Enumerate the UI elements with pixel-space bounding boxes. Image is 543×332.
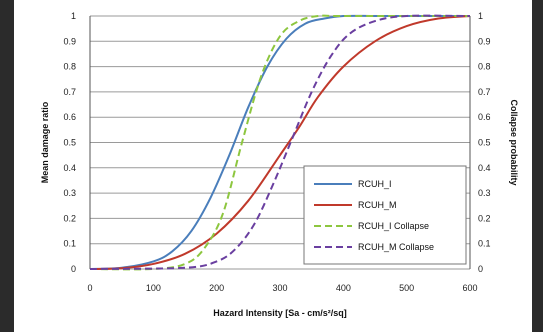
legend-label-3: RCUH_M Collapse [358,242,434,252]
legend: RCUH_I RCUH_M RCUH_I Collapse RCUH_M Collap… [303,165,467,265]
chart: 0 0.1 0.2 0.3 0.4 0.5 0.6 0.7 0.8 0.9 1 0 0.1 0.2 0.3… [40,11,519,318]
y-tick-left-5: 0.5 [63,138,76,148]
y-axis-left: 0 0.1 0.2 0.3 0.4 0.5 0.6 0.7 0.8 0.9 1 [63,11,76,274]
y-tick-right-10: 1 [478,11,483,21]
series-layer [89,14,471,271]
y-tick-right-1: 0.1 [478,239,491,249]
y-tick-left-4: 0.4 [63,163,76,173]
y-axis-right-title: Collapse probability [509,99,519,185]
x-tick-5: 500 [399,283,414,293]
y-tick-left-10: 1 [71,11,76,21]
chart-frame: 0 0.1 0.2 0.3 0.4 0.5 0.6 0.7 0.8 0.9 1 0 0.1 0.2 0.3… [14,0,532,332]
x-tick-3: 300 [272,283,287,293]
y-tick-left-1: 0.1 [63,239,76,249]
series-line-1 [89,15,471,270]
y-tick-left-2: 0.2 [63,213,76,223]
series-line-2 [89,14,470,271]
legend-label-2: RCUH_I Collapse [358,221,429,231]
y-tick-right-6: 0.6 [478,112,491,122]
y-tick-right-3: 0.3 [478,188,491,198]
legend-label-1: RCUH_M [358,200,397,210]
x-tick-6: 600 [462,283,477,293]
y-tick-left-3: 0.3 [63,188,76,198]
y-tick-right-4: 0.4 [478,163,491,173]
y-tick-left-7: 0.7 [63,87,76,97]
legend-label-0: RCUH_I [358,179,392,189]
x-axis-title: Hazard Intensity [Sa - cm/s²/sq] [213,308,347,318]
y-tick-left-0: 0 [71,264,76,274]
x-tick-0: 0 [87,283,92,293]
y-tick-right-8: 0.8 [478,62,491,72]
x-tick-2: 200 [209,283,224,293]
y-tick-right-7: 0.7 [478,87,491,97]
y-tick-left-8: 0.8 [63,62,76,72]
x-tick-1: 100 [146,283,161,293]
y-tick-left-9: 0.9 [63,36,76,46]
x-tick-4: 400 [336,283,351,293]
y-tick-right-2: 0.2 [478,213,491,223]
series-line-3 [89,14,471,270]
plot-area [89,16,471,269]
y-tick-right-5: 0.5 [478,138,491,148]
x-axis: 0 100 200 300 400 500 600 [87,283,477,293]
y-tick-left-6: 0.6 [63,112,76,122]
y-axis-title: Mean damage ratio [40,101,50,183]
y-axis-right: 0 0.1 0.2 0.3 0.4 0.5 0.6 0.7 0.8 0.9 1 [478,11,491,274]
y-tick-right-0: 0 [478,264,483,274]
y-tick-right-9: 0.9 [478,36,491,46]
